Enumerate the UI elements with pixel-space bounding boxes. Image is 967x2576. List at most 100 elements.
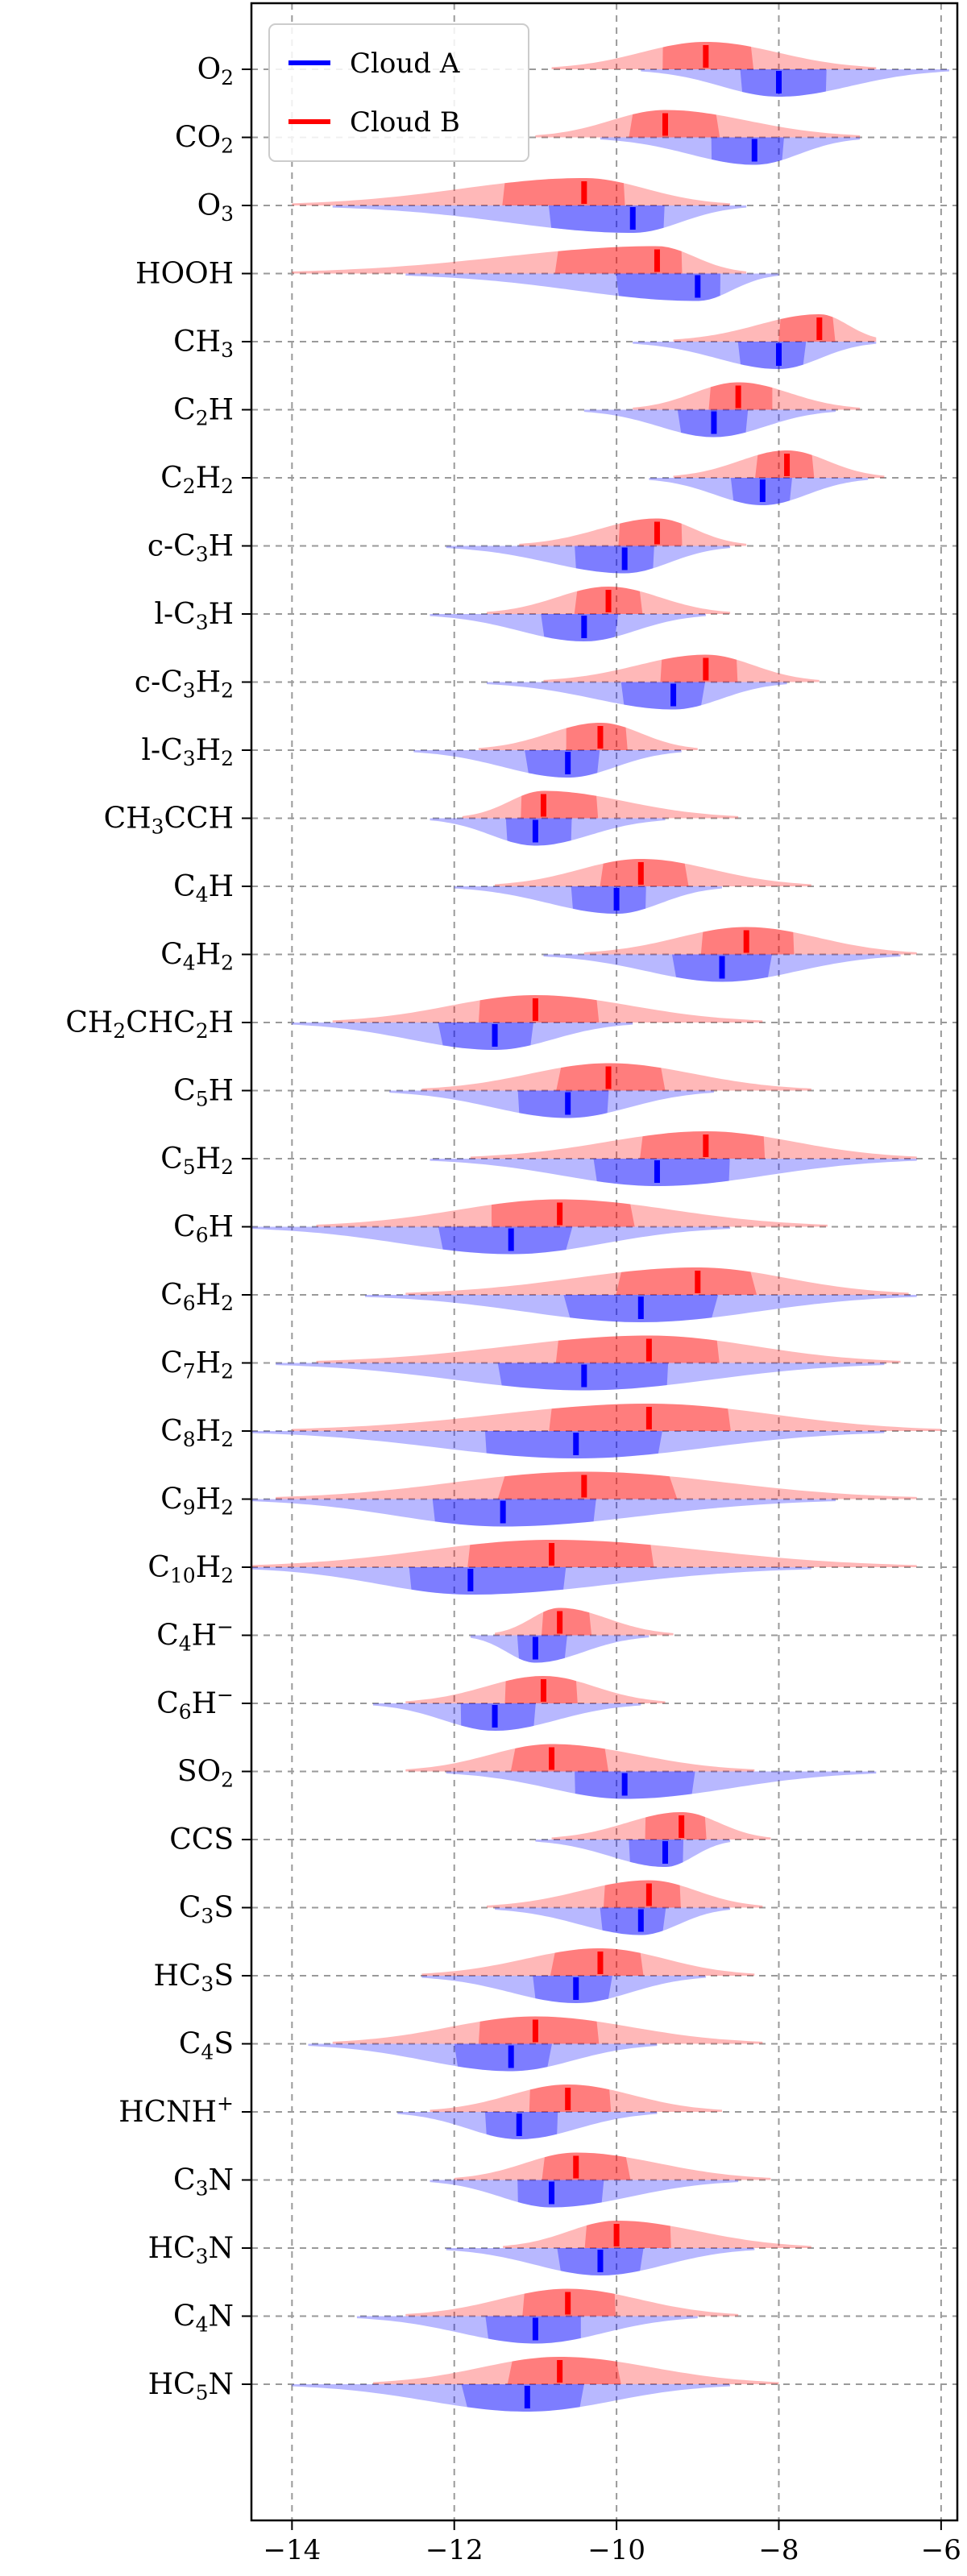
violin-cloud-b <box>462 790 739 819</box>
violin-cloud-b-inner <box>629 110 720 138</box>
grid-layer <box>251 3 957 2520</box>
violin-cloud-a <box>649 478 869 505</box>
legend: Cloud A Cloud B <box>268 23 529 162</box>
violin-cloud-b <box>276 1471 917 1500</box>
violin-cloud-a <box>641 69 949 97</box>
violin-cloud-a <box>633 342 877 369</box>
violin-cloud-b <box>332 2016 763 2044</box>
violin-cloud-b-inner <box>542 2152 631 2180</box>
species-label: C4N <box>173 2300 234 2337</box>
violin-cloud-b <box>405 2288 739 2317</box>
violin-cloud-a <box>276 1363 885 1391</box>
violin-cloud-a <box>308 2043 658 2072</box>
species-label: C3S <box>179 1892 234 1928</box>
violin-cloud-b <box>583 927 917 955</box>
violin-cloud-b-inner <box>640 1131 766 1159</box>
violin-cloud-b <box>454 2152 771 2180</box>
violin-cloud-b-inner <box>550 1948 644 1976</box>
species-label: HC3N <box>148 2232 234 2268</box>
violin-cloud-b <box>421 1948 755 1976</box>
tick-layer: −14 −12 −10 −8 −6 <box>242 68 961 2566</box>
species-label: C9H2 <box>160 1483 234 1520</box>
violin-cloud-b <box>495 859 811 886</box>
violin-cloud-a-inner <box>517 1090 609 1118</box>
violin-cloud-a <box>430 818 666 846</box>
species-label: c-C3H2 <box>135 666 234 703</box>
legend-label: Cloud B <box>350 106 460 139</box>
legend-label: Cloud A <box>350 48 460 80</box>
violin-cloud-b <box>551 42 877 69</box>
species-label: C10H2 <box>147 1551 234 1587</box>
violin-cloud-b <box>673 314 877 342</box>
violin-cloud-b-inner <box>478 2016 600 2044</box>
violin-cloud-a <box>446 545 731 574</box>
violin-cloud-a <box>251 1226 731 1255</box>
violin-cloud-b-inner <box>660 654 738 682</box>
violin-cloud-a <box>332 205 747 233</box>
violin-cloud-a <box>421 1976 706 2003</box>
violin-cloud-b <box>373 2357 779 2384</box>
violin-cloud-b-inner <box>521 790 599 819</box>
species-label: C5H <box>173 1075 234 1111</box>
violin-cloud-b-inner <box>618 518 683 546</box>
violin-cloud-a-inner <box>575 545 654 574</box>
species-label: C4H2 <box>160 939 234 975</box>
violin-cloud-b <box>430 2084 722 2112</box>
violin-cloud-a <box>405 273 779 301</box>
species-label: C4H− <box>156 1616 234 1656</box>
violin-cloud-a-inner <box>541 614 619 641</box>
violin-cloud-a-inner <box>438 1226 573 1255</box>
violin-cloud-b-inner <box>603 1880 681 1908</box>
violin-cloud-a-inner <box>740 69 827 97</box>
violin-cloud-a-inner <box>517 1635 567 1663</box>
violin-cloud-a <box>251 1567 811 1595</box>
violin-cloud-a <box>430 1159 917 1186</box>
violin-cloud-a-inner <box>517 2180 604 2208</box>
species-label: C5H2 <box>160 1143 234 1179</box>
violin-cloud-b <box>535 110 861 138</box>
violin-cloud-a <box>487 682 787 710</box>
violin-cloud-a <box>583 409 836 438</box>
violin-cloud-b-inner <box>478 995 600 1023</box>
violin-cloud-b-inner <box>600 859 689 886</box>
violin-cloud-a-inner <box>571 886 646 914</box>
species-label: HOOH <box>135 258 234 291</box>
violin-cloud-a-inner <box>533 1976 612 2003</box>
violin-cloud-a-inner <box>629 1840 684 1867</box>
violin-cloud-a-inner <box>505 818 572 846</box>
x-tick-label: −12 <box>425 2534 484 2566</box>
species-label: CH3 <box>173 326 234 362</box>
violin-cloud-b <box>503 2221 811 2248</box>
violin-cloud-b <box>551 1812 771 1840</box>
species-label: C6H− <box>156 1683 234 1724</box>
species-label: C2H2 <box>160 462 234 498</box>
species-label: C2H <box>173 394 234 430</box>
violin-cloud-b-inner <box>645 1812 707 1840</box>
violin-cloud-a-inner <box>525 750 600 778</box>
species-label: HCNH+ <box>118 2092 234 2129</box>
species-label: C8H2 <box>160 1415 234 1451</box>
species-label: CCS <box>169 1823 234 1856</box>
violin-cloud-a-inner <box>620 682 706 710</box>
violin-cloud-a-inner <box>616 273 720 301</box>
violin-cloud-b <box>421 1063 811 1091</box>
violin-cloud-b <box>495 1607 674 1636</box>
violin-cloud-b <box>292 246 747 274</box>
violin-cloud-a <box>600 137 861 165</box>
violin-cloud-a-inner <box>461 2384 584 2412</box>
violin-cloud-b <box>470 1131 917 1159</box>
x-axis-title: log(n(X)/nH) <box>517 2574 692 2576</box>
violin-cloud-b <box>487 1880 763 1908</box>
violin-cloud-a <box>495 1907 731 1935</box>
violin-cloud-a <box>251 1499 836 1527</box>
violin-cloud-b-inner <box>502 178 625 205</box>
species-label: C3N <box>173 2164 234 2201</box>
species-label: l-C3H2 <box>142 734 234 770</box>
violin-cloud-b <box>519 518 747 546</box>
violin-cloud-b <box>673 450 885 478</box>
violin-cloud-b-inner <box>507 2357 621 2384</box>
violin-cloud-a <box>292 1023 633 1050</box>
violin-cloud-b-inner <box>778 314 836 342</box>
species-label: SO2 <box>177 1756 234 1792</box>
